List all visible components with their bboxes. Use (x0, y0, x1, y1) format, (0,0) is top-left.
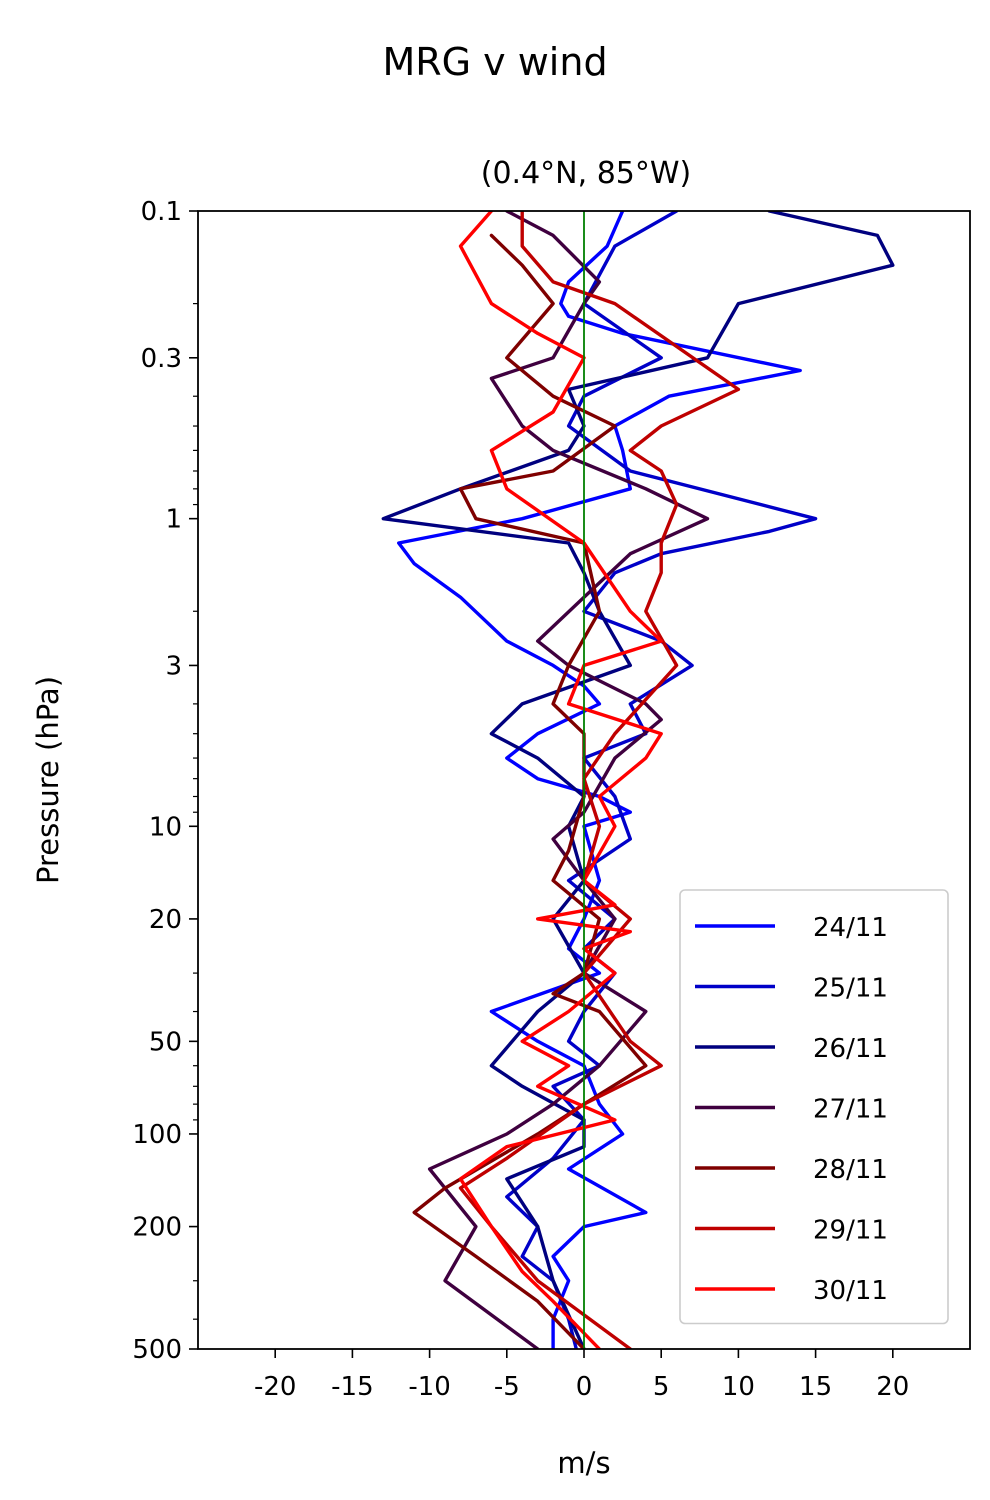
series-line-30-11 (458, 211, 663, 1349)
legend-label: 24/11 (813, 913, 888, 943)
y-tick-label: 200 (132, 1213, 182, 1243)
y-tick-label: 1 (165, 505, 182, 535)
legend-label: 28/11 (813, 1155, 888, 1185)
x-tick-label: 10 (722, 1372, 755, 1402)
y-tick-label: 0.3 (141, 344, 182, 374)
x-tick-label: 0 (576, 1372, 593, 1402)
x-tick-label: -5 (494, 1372, 520, 1402)
y-axis-label: Pressure (hPa) (31, 676, 65, 884)
y-tick-label: 20 (149, 905, 182, 935)
axes: -20 -15 -10 -5 0 5 10 15 20 0.1 0.3 1 3 10 20 50 100 200 5… (132, 197, 971, 1402)
legend-label: 29/11 (813, 1216, 888, 1246)
x-tick-label: 15 (799, 1372, 832, 1402)
legend-label: 26/11 (813, 1034, 888, 1064)
chart-title: (0.4°N, 85°W) (481, 156, 691, 191)
x-axis-label: m/s (557, 1446, 610, 1480)
legend-label: 30/11 (813, 1276, 888, 1306)
x-tick-label: -10 (408, 1372, 450, 1402)
y-tick-label: 3 (165, 651, 182, 681)
x-tick-label: -20 (254, 1372, 296, 1402)
series-line-24-11 (397, 211, 802, 1349)
legend: 24/11 25/11 26/11 27/11 28/11 29/11 30/11 (679, 889, 949, 1325)
x-tick-label: 20 (876, 1372, 909, 1402)
figure-title: MRG v wind (382, 40, 607, 84)
y-tick-label: 500 (132, 1335, 182, 1365)
y-tick-label: 10 (149, 812, 182, 842)
plot-area (381, 211, 895, 1349)
legend-label: 27/11 (813, 1095, 888, 1125)
y-tick-label: 50 (149, 1027, 182, 1057)
series-line-27-11 (427, 211, 710, 1349)
y-tick-label: 0.1 (141, 197, 182, 227)
y-tick-label: 100 (132, 1120, 182, 1150)
series-line-25-11 (505, 211, 818, 1349)
legend-label: 25/11 (813, 974, 888, 1004)
legend-box (679, 889, 949, 1325)
x-tick-label: 5 (653, 1372, 670, 1402)
x-tick-label: -15 (331, 1372, 373, 1402)
